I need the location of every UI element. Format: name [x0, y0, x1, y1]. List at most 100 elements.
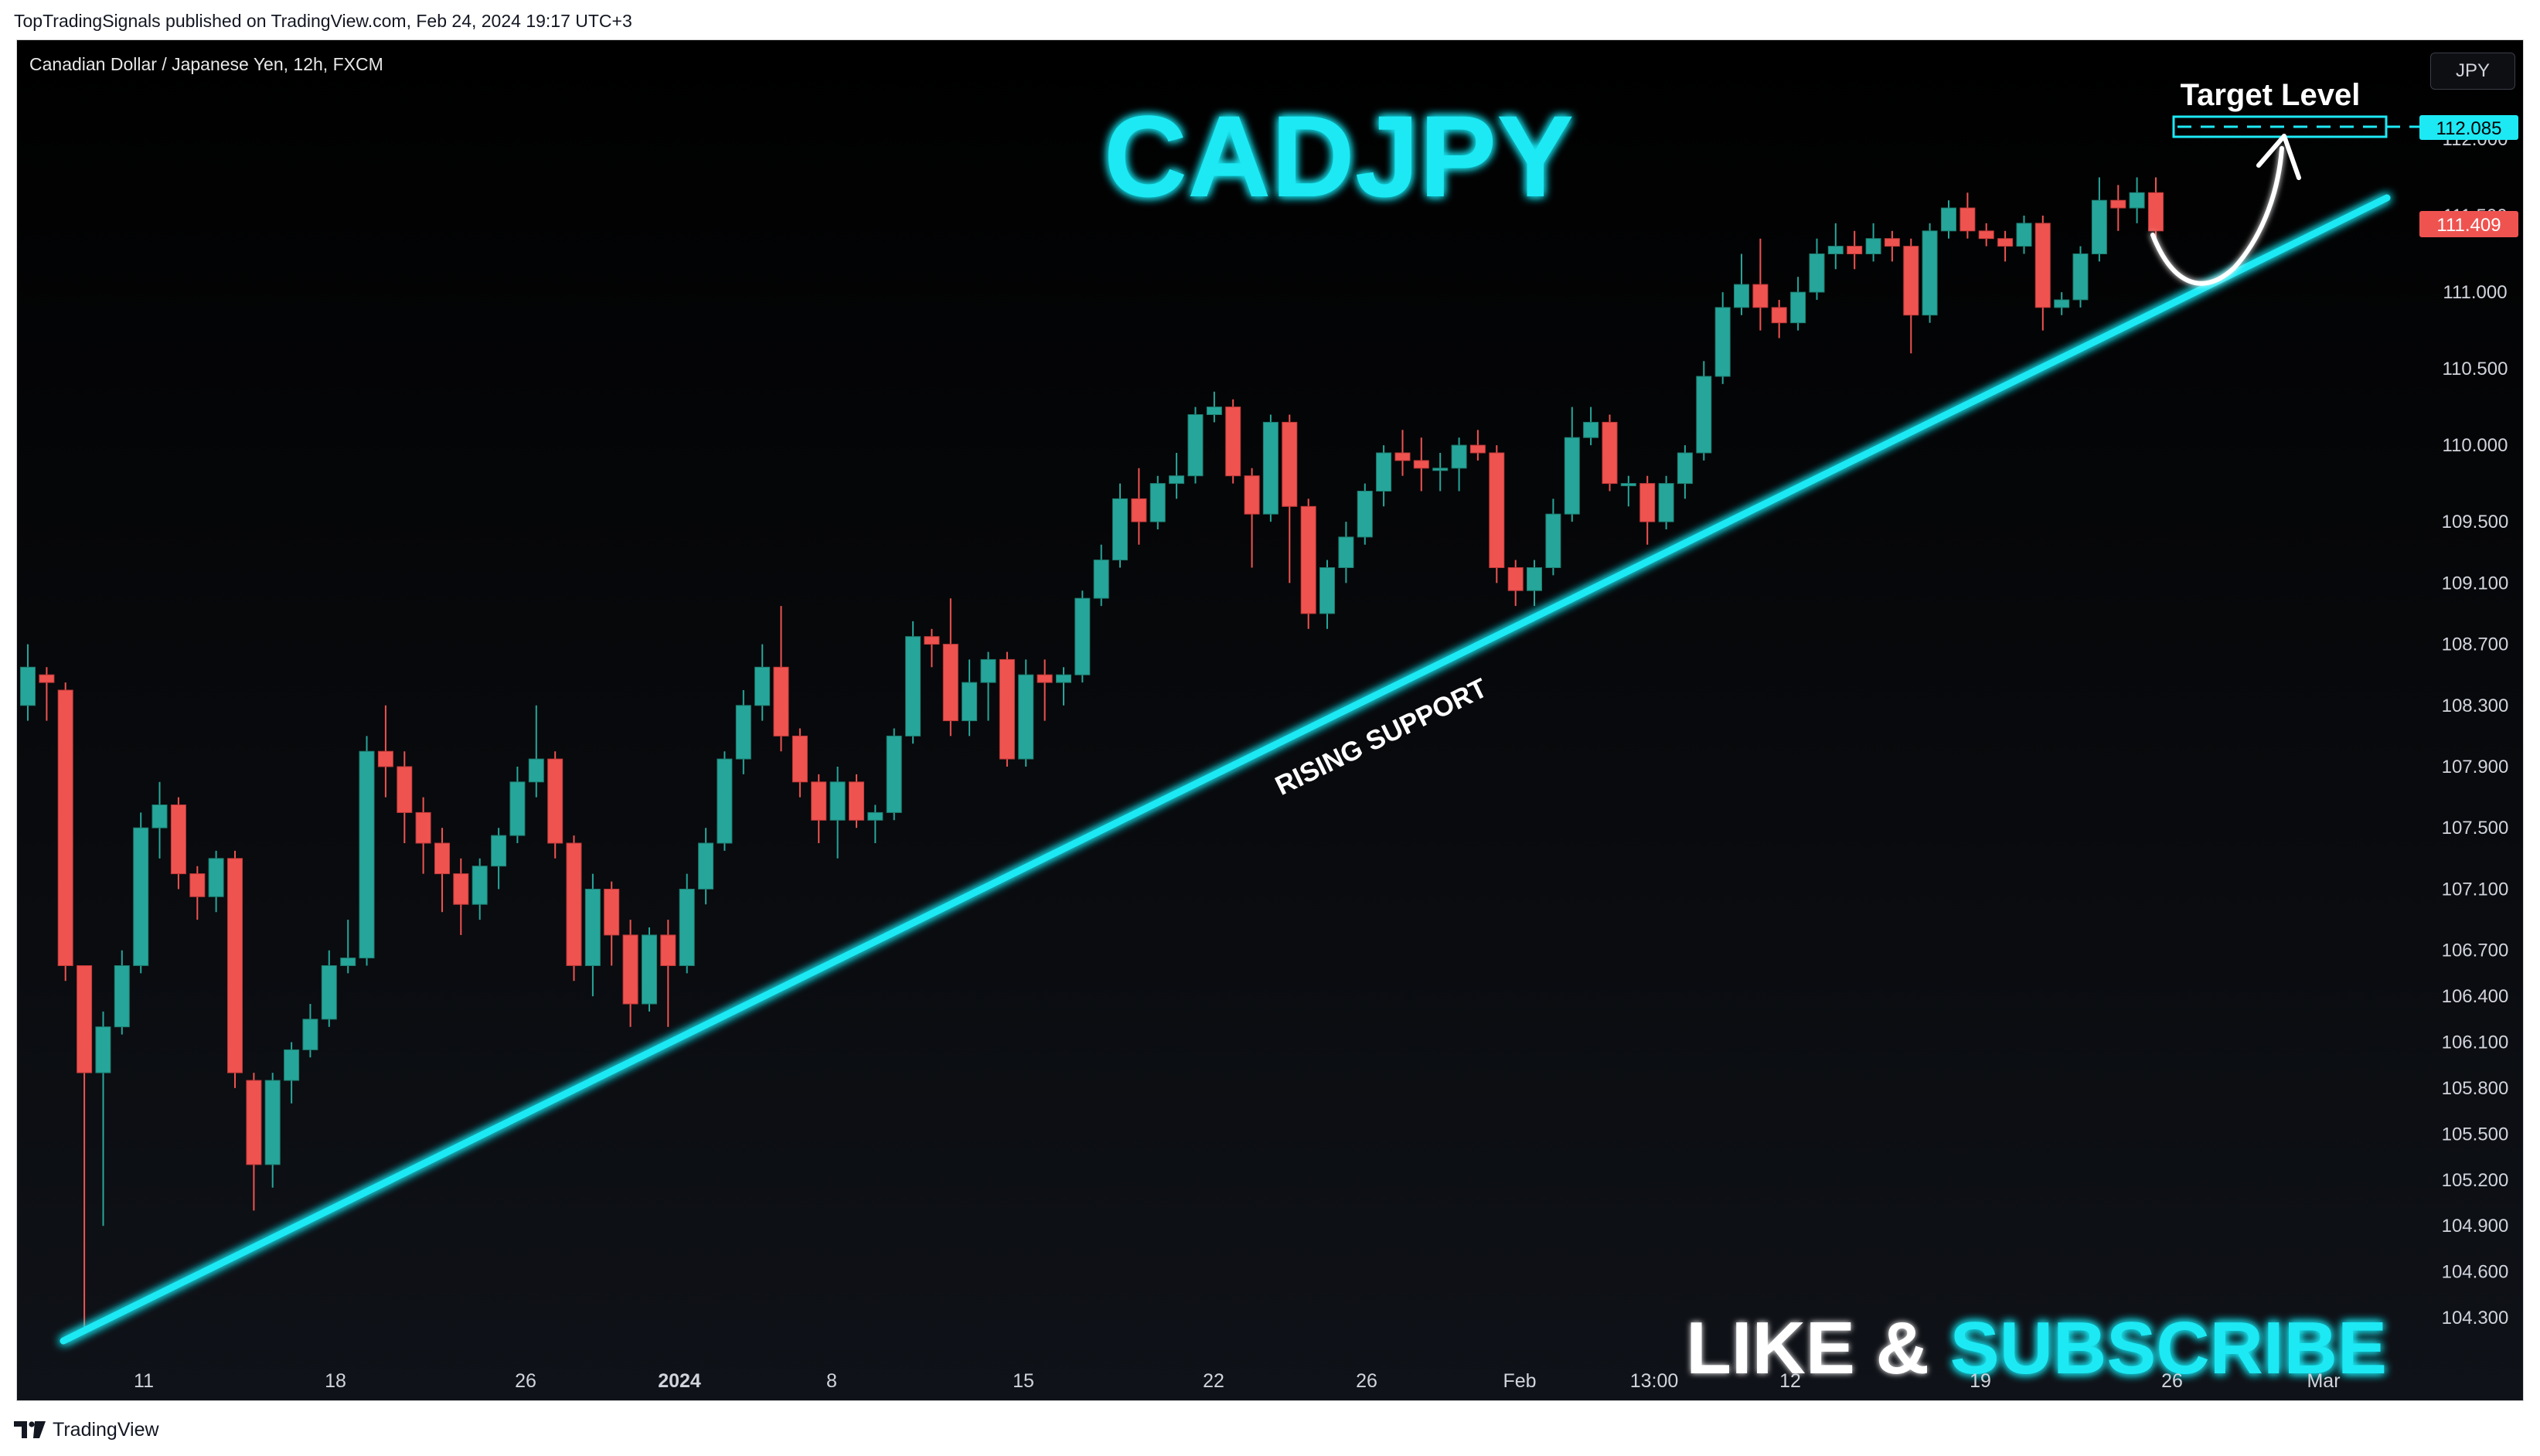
candle-up	[509, 781, 526, 836]
price-tick-label: 106.100	[2442, 1032, 2509, 1053]
candle-up	[1357, 491, 1373, 538]
candle-up	[284, 1049, 300, 1081]
candle-up	[1865, 238, 1881, 255]
candle-up	[2054, 299, 2070, 308]
price-tick-label: 106.400	[2442, 986, 2509, 1007]
svg-text:111.409: 111.409	[2436, 215, 2501, 236]
like-subscribe-text: LIKE & SUBSCRIBE	[1686, 1307, 2387, 1390]
price-tick-label: 110.000	[2443, 435, 2508, 456]
candle-down	[1602, 421, 1618, 485]
candle-up	[1696, 376, 1712, 454]
currency-button[interactable]: JPY	[2430, 53, 2515, 90]
candlestick-chart[interactable]: RISING SUPPORT CADJPY Target Level LIKE …	[17, 40, 2524, 1401]
candle-down	[2148, 192, 2164, 232]
candle-down	[1282, 421, 1298, 507]
candle-up	[698, 842, 714, 890]
candle-up	[1658, 483, 1674, 522]
time-tick-label: 26	[2161, 1370, 2183, 1392]
chart-panel[interactable]: RISING SUPPORT CADJPY Target Level LIKE …	[16, 39, 2524, 1401]
candle-down	[622, 934, 638, 1005]
candle-down	[773, 666, 789, 737]
candle-up	[114, 965, 130, 1028]
candle-up	[1583, 421, 1599, 438]
candle-down	[1413, 460, 1429, 469]
time-tick-label: 22	[1203, 1370, 1224, 1392]
candle-down	[1037, 674, 1053, 683]
candle-up	[133, 827, 149, 966]
candle-down	[604, 889, 620, 936]
chart-background	[17, 40, 2523, 1400]
candle-down	[660, 934, 676, 967]
candle-up	[2129, 192, 2145, 209]
candle-up	[152, 805, 168, 828]
price-tick-label: 105.500	[2442, 1124, 2509, 1145]
candle-up	[1169, 475, 1185, 485]
candle-down	[1903, 246, 1919, 316]
candle-up	[1527, 567, 1542, 591]
candle-down	[189, 873, 206, 897]
time-tick-label: 18	[325, 1370, 346, 1392]
candle-down	[227, 858, 243, 1073]
price-tick-label: 104.600	[2442, 1262, 2509, 1283]
like-text: LIKE &	[1686, 1307, 1949, 1390]
time-tick-label: 11	[134, 1370, 154, 1392]
candle-up	[1187, 414, 1204, 477]
price-tick-label: 109.100	[2442, 573, 2509, 594]
candle-down	[1225, 407, 1241, 477]
candle-down	[39, 674, 55, 683]
time-axis[interactable]: 11 18 26 2024 8 15 22 26 Feb 13:00 12 19 26 Mar	[134, 1370, 2341, 1392]
candle-up	[1149, 483, 1166, 522]
time-tick-label: 19	[1970, 1370, 1991, 1392]
candle-down	[77, 965, 93, 1073]
candle-down	[2110, 199, 2126, 209]
rising-support-line[interactable]	[60, 194, 2391, 1345]
candle-up	[1941, 207, 1956, 232]
price-tick-label: 104.300	[2442, 1308, 2509, 1328]
time-tick-label: 26	[515, 1370, 536, 1392]
candle-down	[170, 805, 186, 875]
candle-down	[1752, 284, 1769, 308]
candle-up	[1734, 284, 1749, 308]
chart-title-overlay: CADJPY	[1104, 91, 1575, 221]
candle-up	[1338, 536, 1354, 569]
candle-down	[999, 658, 1015, 760]
price-tick-label: 107.100	[2442, 879, 2509, 900]
candle-up	[2072, 253, 2089, 301]
candle-down	[811, 781, 827, 821]
time-tick-label: 15	[1013, 1370, 1034, 1392]
candle-up	[584, 889, 601, 966]
candle-up	[472, 866, 488, 905]
candle-up	[491, 835, 507, 867]
candle-up	[1319, 567, 1335, 614]
candle-up	[1451, 444, 1467, 469]
candle-down	[849, 781, 864, 821]
candle-down	[246, 1080, 262, 1165]
candle-up	[886, 735, 902, 813]
projection-arrowhead-icon	[2256, 134, 2301, 180]
candle-down	[924, 636, 940, 645]
candle-up	[717, 758, 733, 844]
candle-down	[1639, 483, 1656, 522]
candle-down	[792, 735, 808, 783]
candle-up	[20, 666, 36, 706]
time-tick-label: 8	[826, 1370, 837, 1392]
candle-up	[1922, 230, 1938, 316]
candle-up	[359, 750, 375, 959]
candle-down	[377, 750, 393, 767]
current-price-badge: 111.409	[2419, 211, 2518, 237]
candle-up	[1432, 468, 1449, 471]
candle-up	[1206, 407, 1222, 416]
subscribe-text: SUBSCRIBE	[1950, 1307, 2387, 1390]
publish-info-text: TopTradingSignals published on TradingVi…	[14, 11, 632, 31]
price-tick-label: 108.700	[2442, 634, 2509, 655]
candle-down	[1489, 452, 1505, 568]
price-tick-label: 110.500	[2443, 359, 2508, 379]
tradingview-logo[interactable]: TradingView	[14, 1417, 159, 1442]
price-tick-label: 105.800	[2442, 1078, 2509, 1099]
candle-down	[1469, 444, 1486, 454]
candle-up	[528, 758, 544, 783]
candle-up	[264, 1080, 281, 1165]
candle-up	[1564, 437, 1580, 515]
candle-down	[1847, 246, 1863, 255]
price-axis[interactable]: 112.000111.500111.000110.500110.000109.5…	[2442, 129, 2509, 1328]
